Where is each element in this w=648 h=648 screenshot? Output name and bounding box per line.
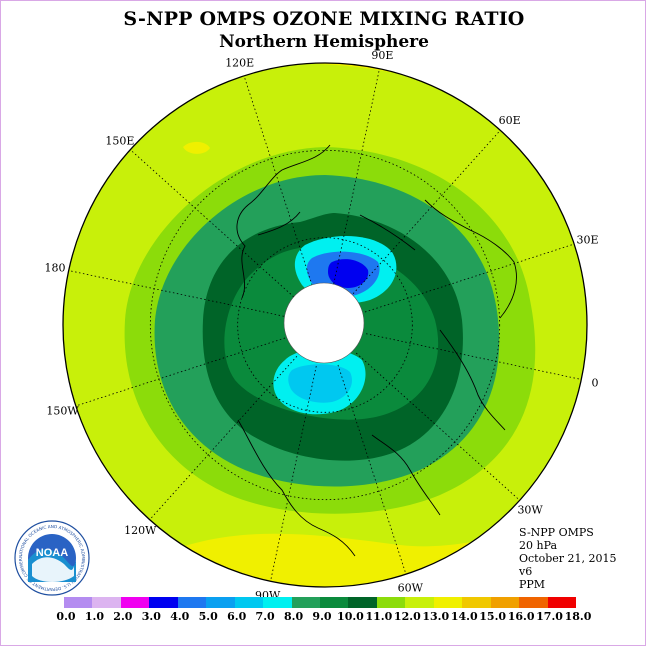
- colorbar-swatch: [120, 597, 150, 608]
- longitude-label: 150W: [46, 404, 79, 417]
- colorbar-tick-label: 7.0: [255, 610, 275, 623]
- meridian-line: [364, 243, 575, 313]
- map-subtitle: Northern Hemisphere: [219, 32, 429, 52]
- colorbar-tick-label: 18.0: [564, 610, 592, 623]
- colorbar-swatch: [92, 597, 122, 608]
- map-title: S-NPP OMPS OZONE MIXING RATIO: [123, 8, 525, 30]
- colorbar: [64, 597, 577, 608]
- meridian-line: [270, 365, 317, 582]
- colorbar-swatch: [177, 597, 207, 608]
- latitude-circle: [149, 149, 501, 501]
- ozone-band-3-4: [328, 259, 369, 288]
- colorbar-swatch: [519, 597, 548, 608]
- meridian-line: [243, 75, 313, 286]
- colorbar-swatch: [234, 597, 264, 608]
- instrument-label: S-NPP OMPS: [519, 526, 594, 539]
- meridian-line: [352, 130, 501, 295]
- logo-wordmark: NOAA: [36, 547, 68, 559]
- colorbar-tick-label: 17.0: [536, 610, 563, 623]
- coastlines: [236, 144, 517, 557]
- colorbar-swatch: [263, 597, 292, 608]
- meridian-line: [130, 149, 295, 298]
- colorbar-swatch: [206, 597, 236, 608]
- longitude-label: 180: [45, 262, 66, 275]
- longitude-label: 150E: [105, 134, 134, 147]
- colorbar-tick-label: 10.0: [337, 610, 364, 623]
- colorbar-swatch: [320, 597, 349, 608]
- noaa-logo: NATIONAL OCEANIC AND ATMOSPHERIC ADMINIS…: [14, 520, 90, 596]
- map-boundary-circle: [62, 62, 588, 588]
- colorbar-swatch: [64, 597, 93, 608]
- longitude-label: 60E: [499, 114, 521, 127]
- meridian-line: [68, 270, 285, 317]
- colorbar-tick-label: 6.0: [227, 610, 247, 623]
- meridian-line: [75, 337, 286, 407]
- units-label: PPM: [519, 578, 546, 591]
- colorbar-tick-label: 11.0: [365, 610, 393, 623]
- meridian-line: [333, 68, 380, 285]
- colorbar-tick-label: 1.0: [84, 610, 105, 623]
- colorbar-tick-label: 15.0: [479, 610, 507, 623]
- longitude-label: 30W: [517, 504, 543, 517]
- ozone-band-6-7: [288, 364, 352, 403]
- colorbar-tick-label: 2.0: [113, 610, 133, 623]
- meridian-line: [149, 355, 298, 520]
- colorbar-swatch: [433, 597, 463, 608]
- colorbar-swatch: [490, 597, 520, 608]
- longitude-label: 90E: [371, 49, 393, 62]
- colorbar-swatch: [149, 597, 179, 608]
- colorbar-tick-label: 16.0: [507, 610, 535, 623]
- colorbar-tick-label: 12.0: [393, 610, 421, 623]
- colorbar-tick-label: 5.0: [198, 610, 218, 623]
- colorbar-swatch: [291, 597, 321, 608]
- longitude-label: 0: [591, 376, 598, 389]
- pole-no-data: [283, 282, 365, 364]
- colorbar-tick-label: 8.0: [283, 610, 304, 623]
- colorbar-swatch: [405, 597, 435, 608]
- date-label: October 21, 2015: [519, 552, 617, 565]
- colorbar-swatch: [348, 597, 378, 608]
- colorbar-tick-label: 4.0: [170, 610, 190, 623]
- longitude-label: 60W: [398, 581, 424, 594]
- colorbar-tick-label: 0.0: [56, 610, 76, 623]
- meridian-line: [355, 352, 520, 501]
- colorbar-tick-label: 13.0: [422, 610, 450, 623]
- colorbar-swatch: [376, 597, 406, 608]
- meridian-line: [365, 333, 582, 380]
- colorbar-tick-label: 14.0: [450, 610, 478, 623]
- colorbar-labels: 0.0 1.0 2.0 3.0 4.0 5.0 6.0 7.0 8.0 9.0 10.0 11.0 12…: [0, 610, 648, 624]
- latlon-grid: [68, 68, 582, 582]
- version-label: v6: [519, 565, 533, 578]
- colorbar-swatch: [547, 597, 577, 608]
- colorbar-tick-label: 9.0: [312, 610, 332, 623]
- longitude-label: 120E: [225, 57, 254, 70]
- meridian-line: [337, 364, 407, 575]
- longitude-label: 120W: [124, 524, 157, 537]
- colorbar-swatch: [462, 597, 492, 608]
- pole-white-disk: [283, 282, 365, 364]
- latitude-circle: [237, 237, 413, 413]
- ozone-band-13-14-west: [183, 141, 210, 154]
- colorbar-tick-label: 3.0: [141, 610, 161, 623]
- info-block: S-NPP OMPS 20 hPa October 21, 2015 v6 PP…: [519, 526, 617, 591]
- pressure-level: 20 hPa: [519, 539, 558, 552]
- longitude-label: 30E: [576, 234, 598, 247]
